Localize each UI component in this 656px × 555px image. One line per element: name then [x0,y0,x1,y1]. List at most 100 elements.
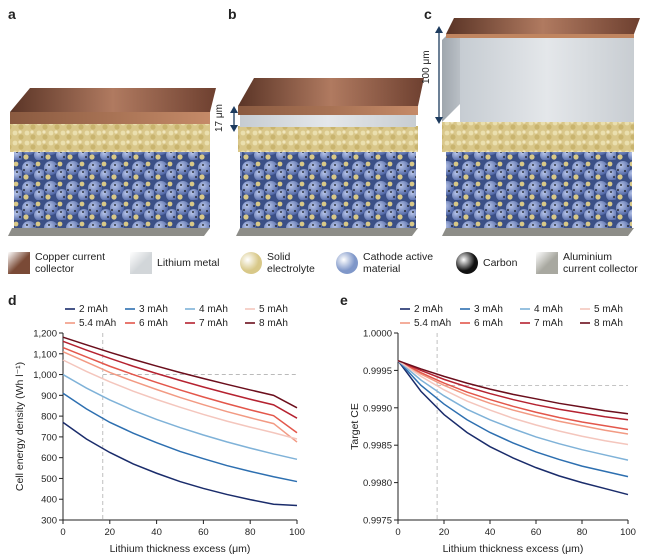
legend-series-label: 8 mAh [594,318,623,329]
cell-a-illustration [8,88,216,236]
y-axis-label: Target CE [349,403,361,450]
legend-series-label: 8 mAh [259,318,288,329]
legend-label-5: Aluminium current collector [563,251,638,275]
legend-series-label: 7 mAh [199,318,228,329]
y-tick-label: 1,000 [33,370,57,381]
y-tick-label: 500 [41,474,57,485]
series-line-5.4-mAh [62,351,298,443]
legend-text: collector [35,263,75,275]
y-tick-label: 300 [41,516,57,527]
legend-series-label: 5.4 mAh [79,318,116,329]
y-tick-label: 0.9995 [363,366,392,377]
x-tick-label: 40 [485,527,496,538]
legend-series-label: 5 mAh [594,304,623,315]
x-tick-label: 20 [105,527,116,538]
battery-illustrations [8,18,640,236]
series-line-5-mAh [397,360,629,446]
legend-series-label: 3 mAh [139,304,168,315]
legend-swatch-2 [240,252,262,274]
series-line-8-mAh [62,336,298,409]
y-tick-label: 900 [41,391,57,402]
series-line-2-mAh [397,360,629,496]
y-tick-label: 800 [41,412,57,423]
legend-text: electrolyte [267,263,315,275]
legend-text: Aluminium [563,251,613,263]
series-line-4-mAh [62,373,298,461]
x-axis-label: Lithium thickness excess (μm) [443,543,584,555]
x-tick-label: 40 [151,527,162,538]
series-line-8-mAh [397,359,629,415]
y-tick-label: 1,200 [33,329,57,340]
dim-arrow-17um [230,106,238,132]
series-line-5.4-mAh [397,360,629,435]
legend-text: Carbon [483,257,518,269]
legend-text: Solid [267,251,291,263]
y-tick-label: 700 [41,432,57,443]
cell-b-illustration [236,78,424,236]
y-axis-label: Cell energy density (Wh l⁻¹) [14,362,26,491]
legend-series-label: 6 mAh [139,318,168,329]
legend-text: current collector [563,263,638,275]
panel-label-b: b [228,6,237,22]
x-tick-label: 100 [289,527,305,538]
legend-label-2: Solid electrolyte [267,251,315,275]
legend-text: material [363,263,401,275]
legend-label-3: Cathode active material [363,251,433,275]
dim-label-100um: 100 μm [421,50,432,84]
legend-swatch-3 [336,252,358,274]
series-line-4-mAh [397,360,629,461]
series-line-3-mAh [62,392,298,483]
legend-swatch-4 [456,252,478,274]
legend-label-4: Carbon [483,257,517,269]
series-line-7-mAh [62,340,298,419]
legend-series-label: 4 mAh [199,304,228,315]
x-axis-label: Lithium thickness excess (μm) [110,543,251,555]
legend-label-1: Lithium metal [157,257,219,269]
x-tick-label: 80 [245,527,256,538]
x-tick-label: 60 [198,527,209,538]
y-tick-label: 400 [41,495,57,506]
legend-series-label: 4 mAh [534,304,563,315]
legend-series-label: 5 mAh [259,304,288,315]
panel-label-d: d [8,292,17,308]
legend-text: Lithium metal [157,257,220,269]
series-line-7-mAh [397,359,629,421]
chart-energy-density: 0 20 40 60 80 100 300 400 500 600 700 800 900 1,000 1,… [14,304,305,555]
dim-label-17um: 17 μm [214,104,225,132]
series-line-6-mAh [397,360,629,431]
panel-label-a: a [8,6,16,22]
legend-text: Copper current [35,251,106,263]
y-tick-label: 1.0000 [363,329,392,340]
series-line-6-mAh [62,346,298,434]
legend-series-label: 5.4 mAh [414,318,451,329]
legend-swatch-5 [536,252,558,274]
chart-target-ce: 0 20 40 60 80 100 0.9975 0.9980 0.9985 0.9990 0.99… [349,304,636,555]
y-tick-label: 0.9990 [363,403,392,414]
legend-series-label: 7 mAh [534,318,563,329]
panel-label-c: c [424,6,432,22]
x-tick-label: 20 [439,527,450,538]
dim-arrow-100um [435,26,443,124]
x-tick-label: 0 [60,527,65,538]
series-line-5-mAh [62,359,298,440]
legend-series-label: 2 mAh [79,304,108,315]
y-tick-label: 1,100 [33,349,57,360]
legend-swatch-1 [130,252,152,274]
legend-text: Cathode active [363,251,434,263]
legend-series-label: 3 mAh [474,304,503,315]
x-tick-label: 0 [395,527,400,538]
series-line-2-mAh [62,421,298,507]
series-line-3-mAh [397,360,629,478]
y-tick-label: 600 [41,453,57,464]
legend-swatch-0 [8,252,30,274]
y-tick-label: 0.9985 [363,441,392,452]
cell-c-illustration [442,18,640,236]
legend-label-0: Copper current collector [35,251,105,275]
x-tick-label: 80 [577,527,588,538]
y-tick-label: 0.9975 [363,516,392,527]
legend-series-label: 6 mAh [474,318,503,329]
y-tick-label: 0.9980 [363,478,392,489]
legend-series-label: 2 mAh [414,304,443,315]
x-tick-label: 60 [531,527,542,538]
x-tick-label: 100 [620,527,636,538]
